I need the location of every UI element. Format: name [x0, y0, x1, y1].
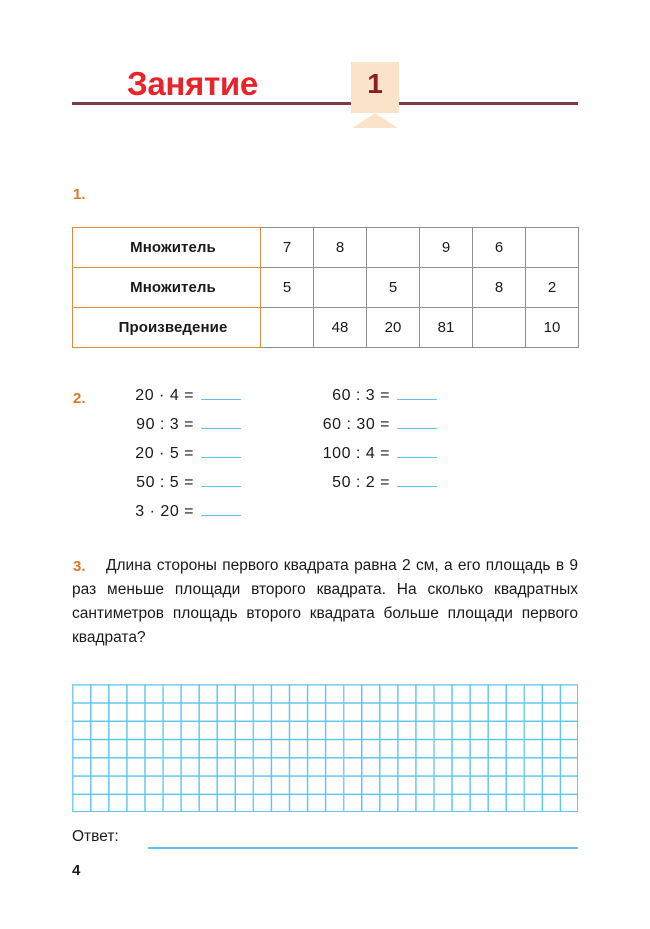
expression-row: 50 : 2 = [292, 473, 472, 502]
answer-blank[interactable] [201, 473, 241, 487]
exercise-2-right-column: 60 : 3 = 60 : 30 = 100 : 4 = 50 : 2 = [292, 386, 472, 502]
expression-row: 100 : 4 = [292, 444, 472, 473]
answer-blank[interactable] [397, 386, 437, 400]
answer-blank[interactable] [201, 444, 241, 458]
expression: 20 · 4 = [135, 387, 194, 404]
table-cell[interactable] [366, 227, 420, 268]
table-row: Множитель 7 8 9 6 [72, 227, 579, 268]
expression-row: 60 : 30 = [292, 415, 472, 444]
answer-blank[interactable] [201, 415, 241, 429]
expression-row: 20 · 5 = [110, 444, 270, 473]
expression-row: 3 · 20 = [110, 502, 270, 531]
table-cell[interactable]: 10 [525, 307, 579, 348]
squared-paper-grid[interactable] [72, 684, 578, 812]
page-title: Занятие [127, 65, 258, 102]
answer-blank[interactable] [201, 386, 241, 400]
expression: 50 : 2 = [332, 474, 390, 491]
table-row: Произведение 48 20 81 10 [72, 307, 579, 348]
page-number: 4 [72, 862, 81, 879]
header-rule [72, 102, 578, 105]
table-cell[interactable] [260, 307, 314, 348]
table-cell[interactable]: 7 [260, 227, 314, 268]
table-cell[interactable]: 20 [366, 307, 420, 348]
table-row: Множитель 5 5 8 2 [72, 267, 579, 308]
exercise-3-text: Длина стороны первого квадрата равна 2 с… [72, 557, 578, 646]
table-cell[interactable] [313, 267, 367, 308]
answer-input-line[interactable] [148, 847, 578, 849]
answer-blank[interactable] [397, 473, 437, 487]
multiplication-table: Множитель 7 8 9 6 Множитель 5 5 8 2 [72, 227, 579, 348]
expression: 100 : 4 = [322, 445, 390, 462]
row-label-factor-2: Множитель [72, 267, 261, 308]
expression-row: 90 : 3 = [110, 415, 270, 444]
table-cell[interactable]: 5 [260, 267, 314, 308]
lesson-ribbon: 1 [351, 62, 399, 129]
table-cell[interactable] [525, 227, 579, 268]
table-cell[interactable]: 48 [313, 307, 367, 348]
lesson-number: 1 [367, 68, 383, 99]
expression: 20 · 5 = [135, 445, 194, 462]
table-cell[interactable]: 5 [366, 267, 420, 308]
table-cell[interactable]: 8 [472, 267, 526, 308]
table-cell[interactable]: 2 [525, 267, 579, 308]
table-cell[interactable] [419, 267, 473, 308]
answer-blank[interactable] [201, 502, 241, 516]
expression: 60 : 30 = [322, 416, 390, 433]
multiplication-table-wrapper: Множитель 7 8 9 6 Множитель 5 5 8 2 [72, 227, 579, 348]
answer-blank[interactable] [397, 415, 437, 429]
table-cell[interactable]: 9 [419, 227, 473, 268]
table-cell[interactable]: 8 [313, 227, 367, 268]
expression-row: 20 · 4 = [110, 386, 270, 415]
table-cell[interactable]: 6 [472, 227, 526, 268]
page-header: Занятие 1 [72, 62, 578, 142]
answer-blank[interactable] [397, 444, 437, 458]
expression-row: 60 : 3 = [292, 386, 472, 415]
table-cell[interactable] [472, 307, 526, 348]
row-label-product: Произведение [72, 307, 261, 348]
exercise-2-number: 2. [73, 390, 86, 407]
expression: 90 : 3 = [136, 416, 194, 433]
expression: 50 : 5 = [136, 474, 194, 491]
exercise-2-left-column: 20 · 4 = 90 : 3 = 20 · 5 = 50 : 5 = 3 · … [110, 386, 270, 531]
expression: 3 · 20 = [135, 503, 194, 520]
answer-label: Ответ: [72, 828, 119, 845]
expression-row: 50 : 5 = [110, 473, 270, 502]
row-label-factor-1: Множитель [72, 227, 261, 268]
expression: 60 : 3 = [332, 387, 390, 404]
exercise-1-number: 1. [73, 186, 86, 203]
table-cell[interactable]: 81 [419, 307, 473, 348]
exercise-3-number: 3. [73, 558, 86, 575]
answer-row: Ответ: [72, 828, 578, 852]
